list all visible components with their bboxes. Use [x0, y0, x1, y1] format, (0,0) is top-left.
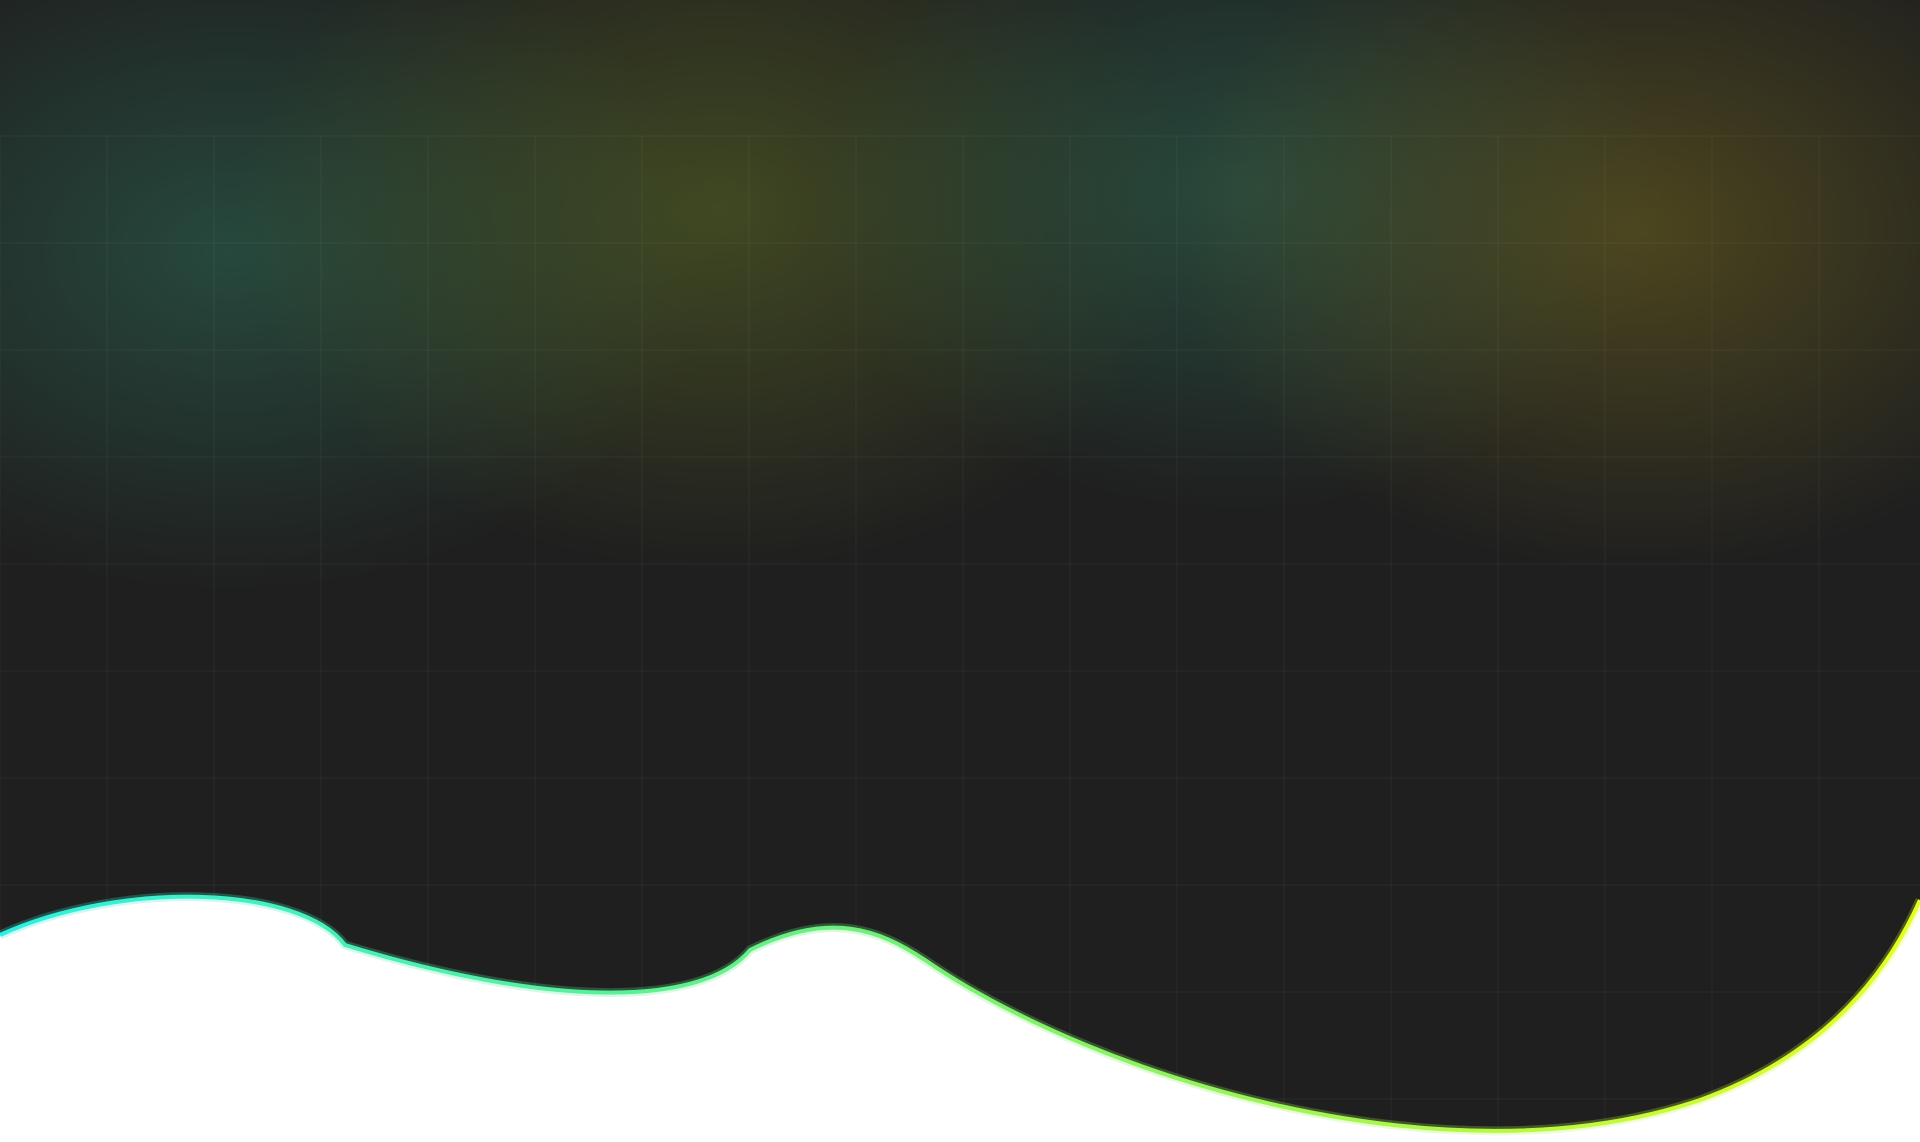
glow-amber-right	[1170, 0, 1920, 570]
wave-edge	[0, 894, 1920, 1133]
